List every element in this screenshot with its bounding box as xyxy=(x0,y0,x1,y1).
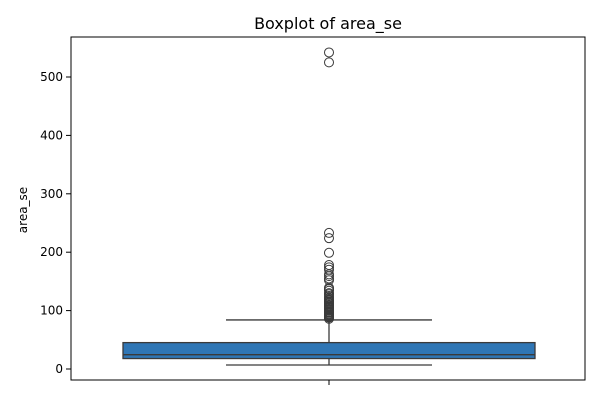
y-tick-label: 200 xyxy=(40,245,63,259)
outlier-point xyxy=(324,57,334,68)
axes-frame xyxy=(70,36,586,381)
y-axis-label: area_se xyxy=(16,187,30,233)
outlier-point xyxy=(324,262,334,273)
outlier-point xyxy=(324,288,334,299)
outlier-point xyxy=(324,47,334,58)
y-tick-label: 0 xyxy=(55,362,63,376)
y-tick-label: 400 xyxy=(40,128,63,142)
y-tick-label: 500 xyxy=(40,70,63,84)
y-tick-label: 100 xyxy=(40,304,63,318)
outlier-point xyxy=(324,264,334,275)
outlier-point xyxy=(324,247,334,258)
y-tick-label: 300 xyxy=(40,187,63,201)
outlier-point xyxy=(324,227,334,238)
iqr-box xyxy=(122,341,536,360)
outlier-point xyxy=(324,260,334,271)
outlier-point xyxy=(324,233,334,244)
chart-title: Boxplot of area_se xyxy=(254,14,402,34)
plot-area: 0 100 200 300 400 500 xyxy=(40,47,536,385)
